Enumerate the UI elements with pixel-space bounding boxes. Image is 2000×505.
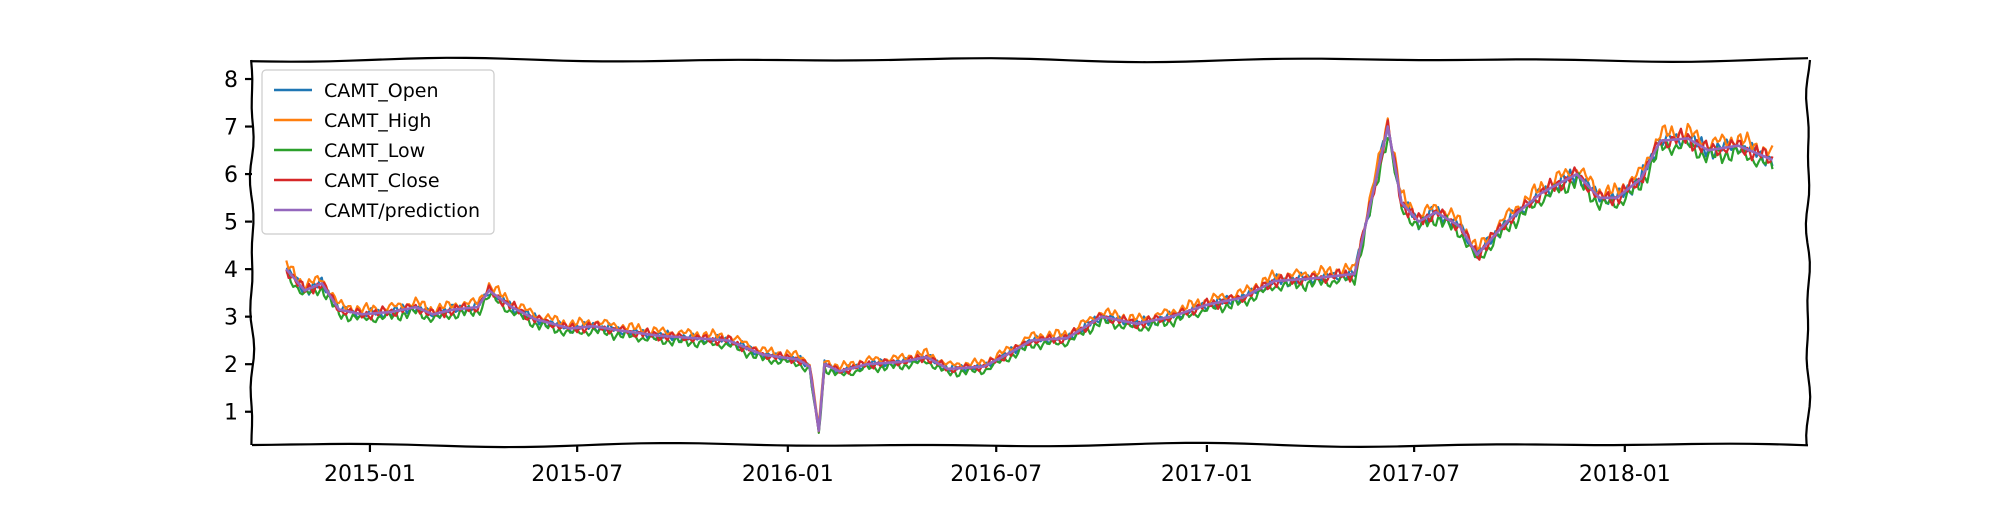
y-tick-label: 2 bbox=[224, 353, 238, 378]
legend-label: CAMT_Low bbox=[324, 140, 425, 162]
axes-frame bbox=[248, 56, 1812, 449]
series-line-4 bbox=[285, 125, 1773, 432]
series-line-0 bbox=[285, 127, 1774, 433]
x-tick-label: 2016-01 bbox=[742, 462, 834, 487]
legend-label: CAMT_Close bbox=[324, 170, 440, 192]
series-line-3 bbox=[285, 119, 1774, 433]
y-tick-label: 6 bbox=[224, 163, 238, 188]
x-tick-label: 2016-07 bbox=[950, 462, 1042, 487]
ticks-layer: 1 2 3 4 5 6 7 8 2015-01 2015-07 2016-01 2016-07 2017… bbox=[224, 68, 1671, 487]
x-tick-label: 2015-07 bbox=[531, 462, 623, 487]
series-layer bbox=[285, 117, 1774, 434]
legend: CAMT_Open CAMT_High CAMT_Low CAMT_Close CAMT… bbox=[261, 69, 495, 235]
y-tick-label: 8 bbox=[224, 68, 238, 93]
y-tick-label: 4 bbox=[224, 258, 238, 283]
x-tick-label: 2017-07 bbox=[1368, 462, 1460, 487]
x-tick-label: 2015-01 bbox=[324, 462, 416, 487]
y-tick-label: 3 bbox=[224, 306, 238, 331]
x-tick-label: 2018-01 bbox=[1579, 462, 1671, 487]
legend-label: CAMT/prediction bbox=[324, 200, 480, 222]
y-tick-label: 7 bbox=[224, 116, 238, 141]
y-tick-label: 5 bbox=[224, 211, 238, 236]
series-line-1 bbox=[285, 117, 1774, 428]
legend-label: CAMT_Open bbox=[324, 80, 439, 102]
y-tick-label: 1 bbox=[224, 401, 238, 426]
legend-label: CAMT_High bbox=[324, 110, 431, 132]
x-tick-label: 2017-01 bbox=[1161, 462, 1253, 487]
legend-box bbox=[261, 69, 495, 235]
